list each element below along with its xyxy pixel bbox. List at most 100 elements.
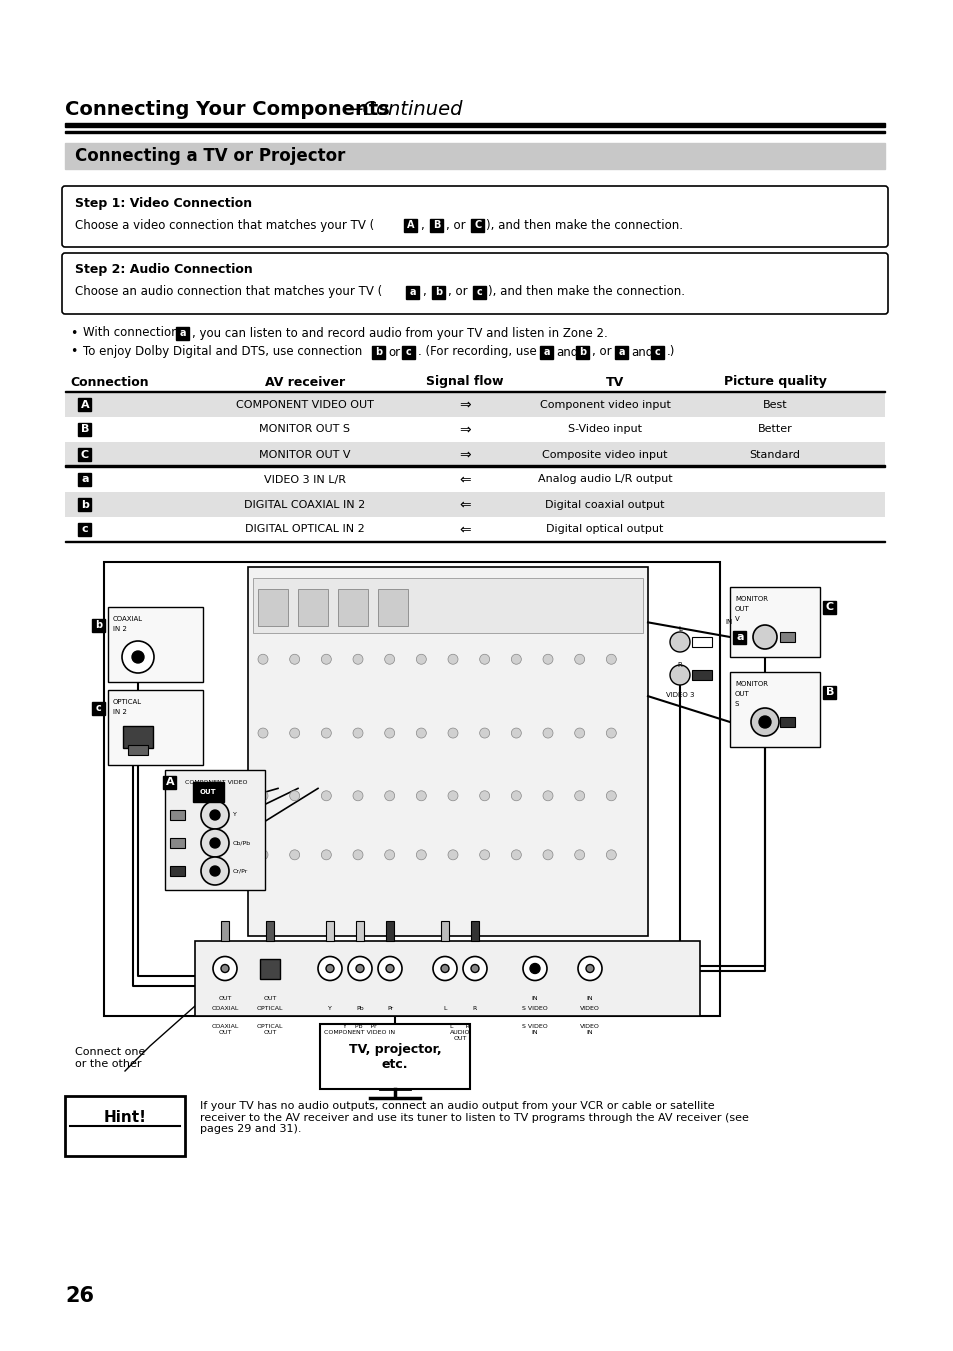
Bar (377, 589, 408, 626)
FancyBboxPatch shape (471, 219, 484, 231)
Text: COMPONENT VIDEO: COMPONENT VIDEO (185, 780, 247, 785)
Circle shape (448, 790, 457, 801)
Circle shape (542, 654, 553, 665)
FancyBboxPatch shape (540, 346, 553, 358)
Bar (221, 921, 229, 942)
Text: TV: TV (605, 376, 623, 389)
FancyBboxPatch shape (402, 346, 416, 358)
Text: L      R
AUDIO
OUT: L R AUDIO OUT (449, 1024, 470, 1040)
Circle shape (221, 965, 229, 973)
Text: Y    Pb    Pr
COMPONENT VIDEO IN: Y Pb Pr COMPONENT VIDEO IN (324, 1024, 395, 1035)
Text: Picture quality: Picture quality (722, 376, 825, 389)
Text: If your TV has no audio outputs, connect an audio output from your VCR or cable : If your TV has no audio outputs, connect… (200, 1101, 748, 1135)
Text: Connecting Your Components: Connecting Your Components (65, 100, 390, 119)
Circle shape (257, 790, 268, 801)
Bar (128, 744, 148, 755)
Bar (326, 921, 334, 942)
Text: COAXIAL: COAXIAL (112, 616, 143, 621)
Circle shape (479, 728, 489, 738)
Bar (65, 540, 884, 542)
Text: S VIDEO: S VIDEO (521, 1005, 547, 1011)
FancyBboxPatch shape (163, 775, 176, 789)
Bar (253, 578, 642, 634)
Text: MONITOR: MONITOR (734, 596, 767, 603)
Bar (65, 417, 884, 442)
Circle shape (257, 850, 268, 859)
Text: b: b (375, 347, 382, 357)
Text: ⇒: ⇒ (458, 447, 471, 462)
FancyBboxPatch shape (432, 285, 445, 299)
Text: or: or (388, 346, 399, 358)
Circle shape (201, 830, 229, 857)
Bar (729, 586, 820, 657)
Bar (337, 589, 368, 626)
Text: ⇐: ⇐ (458, 473, 471, 486)
Circle shape (574, 790, 584, 801)
Text: Digital coaxial output: Digital coaxial output (545, 500, 664, 509)
Text: B: B (81, 424, 89, 435)
Circle shape (479, 850, 489, 859)
Text: Pr: Pr (387, 1005, 393, 1011)
FancyBboxPatch shape (473, 285, 486, 299)
Circle shape (321, 790, 331, 801)
Circle shape (479, 790, 489, 801)
Circle shape (416, 654, 426, 665)
Circle shape (542, 728, 553, 738)
Text: OUT: OUT (734, 607, 749, 612)
Text: MONITOR OUT S: MONITOR OUT S (259, 424, 350, 435)
Text: , or: , or (446, 219, 465, 231)
Circle shape (317, 957, 341, 981)
FancyBboxPatch shape (78, 523, 91, 536)
Text: C: C (474, 220, 481, 230)
FancyBboxPatch shape (651, 346, 664, 358)
Text: Y: Y (233, 812, 236, 817)
Text: and: and (630, 346, 653, 358)
Circle shape (201, 801, 229, 830)
Text: VIDEO 3: VIDEO 3 (665, 692, 694, 698)
FancyBboxPatch shape (430, 219, 443, 231)
Bar (65, 143, 884, 169)
Text: b: b (81, 500, 89, 509)
Circle shape (348, 957, 372, 981)
Circle shape (353, 850, 363, 859)
FancyBboxPatch shape (822, 600, 836, 613)
Circle shape (210, 838, 220, 848)
Text: OUT: OUT (218, 997, 232, 1001)
Circle shape (606, 790, 616, 801)
Text: , or: , or (592, 346, 611, 358)
Text: COAXIAL
OUT: COAXIAL OUT (212, 1024, 238, 1035)
Bar (297, 589, 328, 626)
Bar (691, 638, 711, 647)
Text: DIGITAL COAXIAL IN 2: DIGITAL COAXIAL IN 2 (244, 500, 365, 509)
Text: With connection: With connection (83, 327, 178, 339)
Text: a: a (543, 347, 550, 357)
Text: c: c (406, 347, 412, 357)
Bar (65, 517, 884, 542)
Text: S-Video input: S-Video input (567, 424, 641, 435)
Text: IN 2: IN 2 (112, 626, 127, 632)
Text: •: • (70, 346, 77, 358)
Bar (386, 921, 394, 942)
Text: b: b (435, 286, 442, 297)
Circle shape (511, 654, 520, 665)
Circle shape (578, 957, 601, 981)
Circle shape (522, 957, 546, 981)
FancyBboxPatch shape (78, 449, 91, 461)
Text: Pb: Pb (355, 1005, 363, 1011)
Circle shape (353, 728, 363, 738)
Circle shape (290, 850, 299, 859)
Bar (355, 921, 364, 942)
Text: •: • (70, 327, 77, 339)
Bar (65, 131, 884, 132)
FancyBboxPatch shape (92, 619, 106, 631)
Bar (319, 1024, 470, 1089)
Circle shape (759, 716, 770, 728)
Circle shape (574, 654, 584, 665)
Text: Digital optical output: Digital optical output (546, 524, 663, 535)
Bar (471, 921, 478, 942)
Bar (248, 567, 647, 936)
Circle shape (213, 957, 236, 981)
Text: b: b (578, 347, 586, 357)
Bar (780, 632, 794, 642)
Text: Hint!: Hint! (103, 1111, 147, 1125)
